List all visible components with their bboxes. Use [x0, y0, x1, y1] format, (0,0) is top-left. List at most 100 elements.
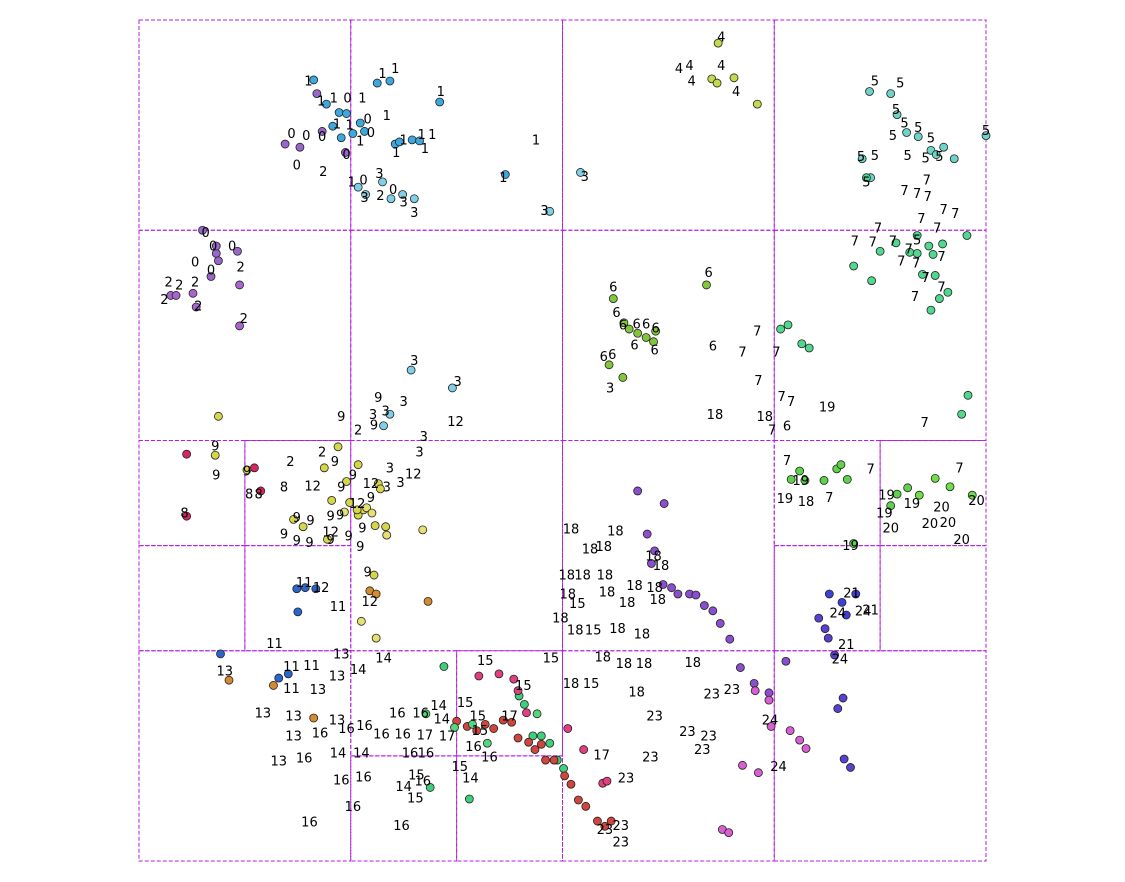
data-point-cluster-18 [667, 583, 676, 593]
cluster-label: 8 [254, 488, 262, 503]
data-point-cluster-13 [224, 675, 234, 685]
cluster-label: 16 [465, 740, 482, 755]
cluster-label: 5 [904, 149, 912, 164]
cluster-label: 6 [709, 339, 717, 354]
cluster-label: 3 [410, 206, 418, 221]
data-point-cluster-0 [206, 272, 216, 281]
cluster-label: 9 [356, 540, 364, 555]
cluster-label: 15 [543, 652, 560, 667]
cluster-label: 3 [400, 195, 408, 210]
cluster-label: 12 [405, 468, 422, 483]
data-point-cluster-14 [545, 738, 555, 748]
data-point-cluster-1 [395, 137, 404, 147]
data-point-cluster-1 [321, 99, 331, 109]
partition-cell [138, 650, 352, 862]
cluster-label: 18 [634, 627, 651, 642]
cluster-label: 11 [283, 682, 300, 697]
data-point-cluster-7 [926, 305, 936, 315]
cluster-label: 11 [303, 659, 320, 674]
cluster-label: 0 [287, 127, 295, 142]
cluster-label: 7 [889, 234, 897, 249]
cluster-label: 1 [499, 171, 507, 186]
data-point-cluster-14 [559, 764, 568, 773]
cluster-label: 18 [599, 585, 616, 600]
cluster-label: 3 [396, 476, 404, 491]
cluster-label: 16 [356, 719, 373, 734]
cluster-label: 0 [367, 126, 375, 141]
data-point-cluster-9 [323, 534, 332, 544]
cluster-label: 5 [914, 121, 922, 136]
cluster-label: 18 [626, 579, 643, 594]
data-point-cluster-16 [507, 717, 517, 727]
data-point-cluster-17 [482, 738, 492, 748]
cluster-label: 7 [869, 235, 877, 250]
data-point-cluster-18 [673, 589, 683, 599]
cluster-label: 7 [955, 461, 963, 476]
cluster-label: 7 [940, 203, 948, 218]
cluster-label: 9 [293, 534, 301, 549]
data-point-cluster-2 [171, 291, 181, 300]
data-point-cluster-3 [361, 190, 370, 199]
data-point-cluster-6 [641, 333, 651, 342]
cluster-label: 7 [866, 462, 874, 477]
cluster-label: 24 [762, 714, 779, 729]
data-point-cluster-6 [604, 360, 614, 370]
data-point-cluster-0 [214, 256, 223, 266]
cluster-label: 16 [393, 819, 410, 834]
cluster-label: 24 [832, 653, 849, 668]
data-point-cluster-12 [371, 633, 381, 643]
cluster-label: 17 [439, 729, 456, 744]
data-point-cluster-23 [795, 735, 805, 745]
cluster-label: 18 [616, 657, 633, 672]
data-point-cluster-9 [369, 570, 379, 580]
data-point-cluster-12 [382, 530, 392, 540]
data-point-cluster-0 [211, 241, 221, 251]
cluster-label: 14 [353, 746, 370, 761]
cluster-label: 9 [358, 521, 366, 536]
data-point-cluster-20 [930, 473, 940, 483]
cluster-label: 7 [778, 390, 786, 405]
cluster-label: 9 [243, 465, 251, 480]
data-point-cluster-14 [536, 731, 546, 741]
cluster-label: 2 [376, 189, 384, 204]
data-point-cluster-6 [624, 324, 634, 334]
data-point-cluster-17 [468, 719, 477, 729]
partition-cell [138, 440, 246, 547]
cluster-label: 16 [412, 706, 429, 721]
data-point-cluster-24 [846, 763, 855, 772]
cluster-label: 8 [245, 488, 253, 503]
cluster-label: 16 [312, 726, 329, 741]
data-point-cluster-7 [867, 276, 877, 286]
cluster-label: 3 [400, 395, 408, 410]
partition-cell [562, 440, 775, 652]
cluster-label: 19 [842, 539, 859, 554]
partition-cell [138, 545, 246, 652]
cluster-label: 2 [240, 312, 248, 327]
cluster-label: 7 [912, 256, 920, 271]
data-point-cluster-16 [536, 739, 546, 749]
data-point-cluster-20 [945, 482, 955, 492]
data-point-cluster-0 [233, 246, 242, 256]
cluster-label: 3 [606, 381, 614, 396]
data-point-cluster-7 [797, 339, 807, 349]
data-point-cluster-20 [914, 490, 924, 500]
cluster-label: 11 [330, 600, 347, 615]
data-point-cluster-0 [341, 148, 350, 157]
cluster-label: 16 [301, 816, 318, 831]
cluster-label: 9 [293, 511, 301, 526]
data-point-cluster-5 [886, 89, 896, 98]
data-point-cluster-24 [838, 693, 848, 703]
cluster-label: 16 [481, 750, 498, 765]
data-point-cluster-18 [781, 656, 791, 666]
data-point-cluster-9 [242, 465, 252, 475]
data-point-cluster-3 [447, 383, 457, 393]
data-point-cluster-6 [619, 318, 629, 328]
cluster-label: 9 [306, 514, 314, 529]
cluster-label: 14 [350, 663, 367, 678]
cluster-label: 9 [326, 510, 334, 525]
cluster-label: 23 [704, 687, 721, 702]
data-point-cluster-16 [560, 771, 570, 781]
data-point-cluster-7 [938, 239, 947, 249]
cluster-label: 7 [923, 173, 931, 188]
data-point-cluster-5 [902, 128, 911, 137]
